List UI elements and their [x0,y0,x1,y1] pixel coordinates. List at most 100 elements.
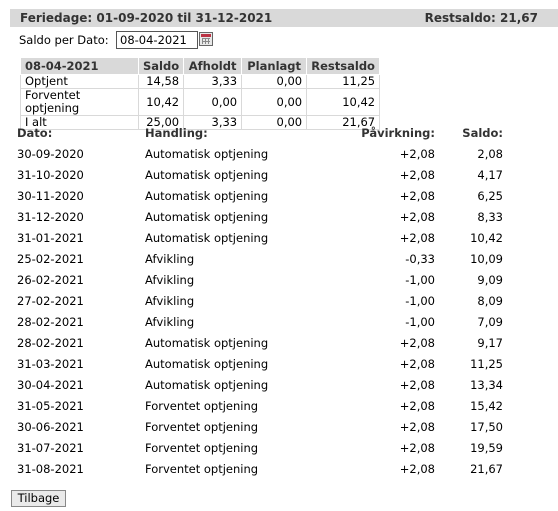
column-header-action: Handling: [145,126,208,140]
transaction-date: 27-02-2021 [17,294,84,308]
summary-cell: 0,00 [241,88,308,116]
column-header-balance: Saldo: [462,126,503,140]
transaction-action: Forventet optjening [145,462,259,476]
transaction-effect: -1,00 [405,294,435,308]
transaction-effect: +2,08 [399,399,435,413]
summary-cell: Forventet optjening [20,88,139,116]
summary-cell: 0,00 [241,74,308,89]
balance-date-input[interactable] [116,31,198,49]
summary-cell: 10,42 [306,88,381,116]
transaction-row: 26-02-2021 Afvikling -1,00 9,09 [0,273,558,294]
transaction-date: 31-12-2020 [17,210,84,224]
transaction-action: Afvikling [145,252,195,266]
column-header-effect: Påvirkning: [361,126,435,140]
transaction-action: Forventet optjening [145,420,259,434]
transaction-action: Automatisk optjening [145,189,269,203]
transaction-row: 31-07-2021 Forventet optjening +2,08 19,59 [0,441,558,462]
summary-header-saldo: Saldo [137,57,185,75]
transaction-effect: +2,08 [399,168,435,182]
summary-cell: 3,33 [183,74,243,89]
transaction-effect: +2,08 [399,210,435,224]
transaction-effect: -0,33 [405,252,435,266]
summary-cell: Optjent [20,74,139,89]
transaction-row: 30-09-2020 Automatisk optjening +2,08 2,08 [0,147,558,168]
summary-header-afholdt: Afholdt [183,57,243,75]
back-button[interactable]: Tilbage [11,490,66,507]
transaction-action: Automatisk optjening [145,357,269,371]
transaction-date: 28-02-2021 [17,315,84,329]
summary-header-restsaldo: Restsaldo [306,57,381,75]
summary-row: Forventet optjening 10,42 0,00 0,00 10,4… [20,88,381,116]
transaction-effect: +2,08 [399,336,435,350]
transaction-date: 30-06-2021 [17,420,84,434]
page-title: Feriedage: 01-09-2020 til 31-12-2021 [20,11,273,25]
summary-table: 08-04-2021 Saldo Afholdt Planlagt Restsa… [20,57,381,130]
transaction-date: 31-08-2021 [17,462,84,476]
transaction-balance: 10,42 [470,231,503,245]
transaction-row: 31-05-2021 Forventet optjening +2,08 15,42 [0,399,558,420]
transaction-row: 30-11-2020 Automatisk optjening +2,08 6,25 [0,189,558,210]
transaction-date: 25-02-2021 [17,252,84,266]
transaction-effect: +2,08 [399,147,435,161]
transaction-balance: 17,50 [470,420,503,434]
transaction-balance: 21,67 [470,462,503,476]
transaction-balance: 8,09 [477,294,503,308]
transaction-effect: -1,00 [405,273,435,287]
transaction-balance: 13,34 [470,378,503,392]
transaction-date: 30-11-2020 [17,189,84,203]
summary-cell: 14,58 [137,74,185,89]
transaction-action: Automatisk optjening [145,210,269,224]
transaction-action: Forventet optjening [145,441,259,455]
remaining-balance: Restsaldo: 21,67 [424,11,538,25]
transaction-row: 31-12-2020 Automatisk optjening +2,08 8,33 [0,210,558,231]
transaction-row: 27-02-2021 Afvikling -1,00 8,09 [0,294,558,315]
transaction-action: Automatisk optjening [145,147,269,161]
transaction-date: 28-02-2021 [17,336,84,350]
calendar-icon[interactable] [199,32,213,46]
summary-cell: 21,67 [306,115,381,130]
transaction-balance: 2,08 [477,147,503,161]
summary-header-row: 08-04-2021 Saldo Afholdt Planlagt Restsa… [20,57,381,75]
transaction-row: 28-02-2021 Afvikling -1,00 7,09 [0,315,558,336]
transaction-row: 31-08-2021 Forventet optjening +2,08 21,67 [0,462,558,483]
transaction-balance: 8,33 [477,210,503,224]
balance-date-label: Saldo per Dato: [19,33,109,47]
transaction-balance: 7,09 [477,315,503,329]
summary-cell: I alt [20,115,139,130]
transaction-effect: -1,00 [405,315,435,329]
transaction-row: 31-01-2021 Automatisk optjening +2,08 10,42 [0,231,558,252]
transaction-balance: 15,42 [470,399,503,413]
transaction-row: 31-10-2020 Automatisk optjening +2,08 4,17 [0,168,558,189]
summary-cell: 0,00 [241,115,308,130]
transaction-date: 30-04-2021 [17,378,84,392]
transaction-effect: +2,08 [399,420,435,434]
transaction-date: 31-01-2021 [17,231,84,245]
transaction-date: 31-07-2021 [17,441,84,455]
summary-cell: 0,00 [183,88,243,116]
transaction-row: 28-02-2021 Automatisk optjening +2,08 9,17 [0,336,558,357]
transaction-effect: +2,08 [399,189,435,203]
summary-cell: 3,33 [183,115,243,130]
transaction-balance: 6,25 [477,189,503,203]
transaction-action: Automatisk optjening [145,378,269,392]
transaction-action: Afvikling [145,273,195,287]
transaction-action: Automatisk optjening [145,168,269,182]
summary-cell: 11,25 [306,74,381,89]
transaction-balance: 11,25 [470,357,503,371]
transaction-action: Afvikling [145,315,195,329]
transaction-balance: 9,17 [477,336,503,350]
transaction-date: 31-10-2020 [17,168,84,182]
transaction-row: 30-06-2021 Forventet optjening +2,08 17,50 [0,420,558,441]
transaction-effect: +2,08 [399,462,435,476]
transaction-balance: 19,59 [470,441,503,455]
title-bar: Feriedage: 01-09-2020 til 31-12-2021 Res… [10,9,558,27]
transaction-date: 30-09-2020 [17,147,84,161]
column-header-date: Dato: [17,126,53,140]
transaction-row: 30-04-2021 Automatisk optjening +2,08 13,34 [0,378,558,399]
transaction-action: Forventet optjening [145,399,259,413]
summary-row: I alt 25,00 3,33 0,00 21,67 [20,115,381,130]
transaction-balance: 4,17 [477,168,503,182]
transaction-effect: +2,08 [399,441,435,455]
summary-cell: 25,00 [137,115,185,130]
transaction-action: Afvikling [145,294,195,308]
